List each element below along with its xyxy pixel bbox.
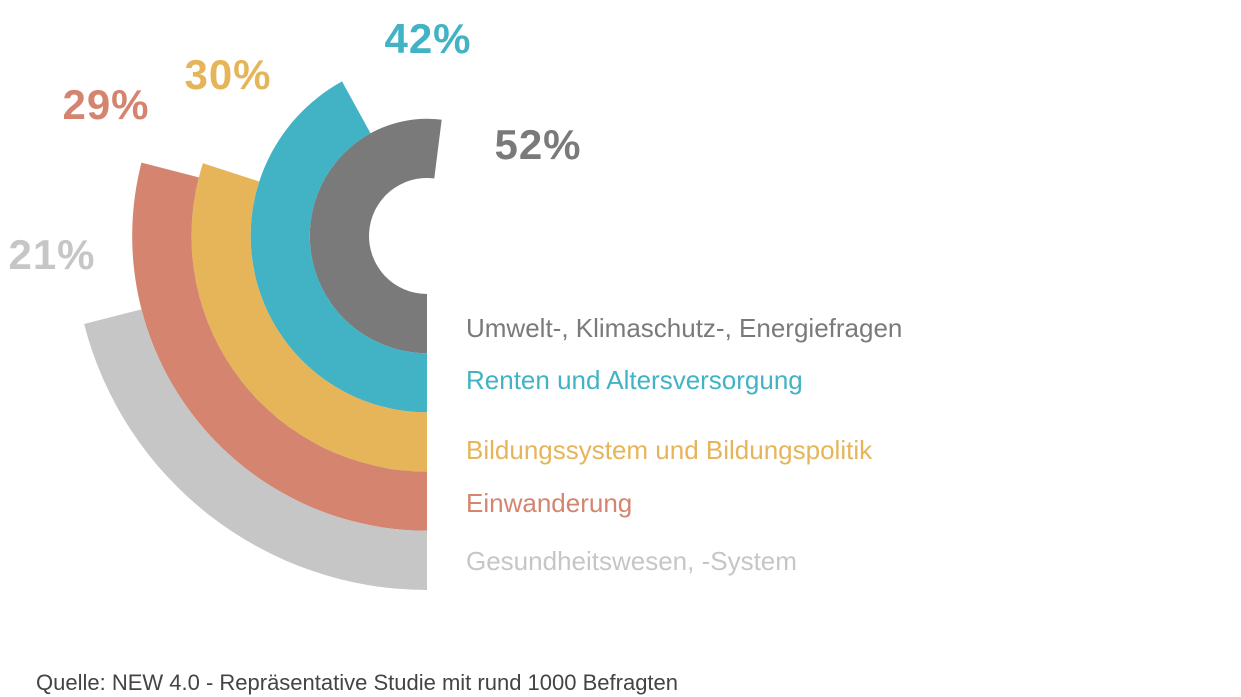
value-label: 29% <box>62 81 149 128</box>
legend-label: Gesundheitswesen, -System <box>466 546 797 576</box>
arc-bar <box>191 163 427 472</box>
arc-bar <box>309 118 442 354</box>
arc-bar <box>250 81 427 413</box>
value-label: 30% <box>184 51 271 98</box>
value-label: 52% <box>494 121 581 168</box>
source: Quelle: NEW 4.0 - Repräsentative Studie … <box>36 670 678 695</box>
arc-bar <box>84 309 428 590</box>
legend-label: Umwelt-, Klimaschutz-, Energiefragen <box>466 313 902 343</box>
legend-label: Bildungssystem und Bildungspolitik <box>466 435 873 465</box>
value-label: 42% <box>384 15 471 62</box>
value-label: 21% <box>8 231 95 278</box>
legend-label: Einwanderung <box>466 488 632 518</box>
arc-bar <box>132 162 427 531</box>
legend-label: Renten und Altersversorgung <box>466 365 803 395</box>
